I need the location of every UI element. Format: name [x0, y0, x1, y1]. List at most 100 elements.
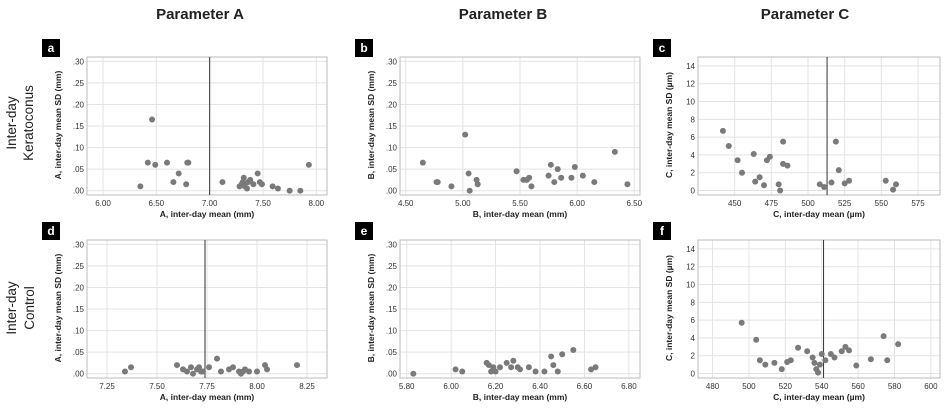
data-point: [880, 333, 887, 340]
y-tick-label: .25: [386, 79, 398, 88]
data-point: [526, 174, 533, 181]
column-header-c: Parameter C: [760, 6, 850, 23]
data-point: [164, 159, 170, 166]
data-point: [274, 185, 281, 192]
data-point: [190, 370, 196, 377]
x-tick-label: 6.50: [149, 199, 165, 208]
data-point: [152, 161, 159, 168]
data-point: [750, 151, 757, 158]
data-point: [305, 161, 312, 168]
data-point: [517, 366, 523, 373]
data-point: [867, 356, 874, 363]
data-point: [286, 187, 293, 194]
y-tick-label: 2: [691, 169, 696, 178]
x-tick-label: 480: [706, 382, 720, 391]
x-tick-label: 540: [815, 382, 829, 391]
data-point: [846, 177, 853, 184]
x-axis-label: A, inter-day mean (mm): [159, 209, 255, 219]
y-tick-label: .15: [73, 122, 85, 131]
data-point: [184, 368, 190, 375]
x-axis-label: C, inter-day mean (µm): [773, 209, 865, 219]
y-tick-label: .30: [386, 57, 398, 66]
data-point: [264, 366, 270, 373]
data-point: [558, 174, 565, 181]
scatter-plot-a: 6.00 6.50 7.00 7.50 8.00 .00 .05 .10 .15 .20 .25 .3…: [73, 56, 328, 208]
x-tick-label: 8.00: [249, 382, 265, 391]
row-header-line2: Keratoconus: [21, 85, 36, 161]
y-tick-label: .05: [386, 165, 398, 174]
data-point: [219, 179, 226, 186]
data-point: [462, 131, 469, 138]
data-point: [149, 116, 156, 123]
data-point: [624, 181, 631, 188]
y-tick-label: .10: [73, 144, 85, 153]
data-point: [188, 364, 194, 371]
data-point: [474, 181, 481, 188]
x-axis-label: C, inter-day mean (µm): [773, 392, 865, 402]
data-point: [230, 364, 236, 371]
data-point: [550, 362, 557, 369]
data-point: [895, 341, 902, 348]
data-point: [503, 359, 510, 366]
y-tick-label: 12: [686, 80, 695, 89]
data-point: [258, 181, 265, 188]
data-point: [175, 170, 182, 177]
x-axis-label: A, inter-day mean (mm): [159, 392, 255, 402]
panel-label-e: e: [355, 222, 373, 240]
data-point: [777, 187, 784, 194]
data-point: [294, 362, 300, 369]
data-point: [832, 138, 839, 145]
y-axis-label: C, inter-day mean SD (µm): [664, 72, 674, 178]
scatter-plot-d: 7.25 7.50 7.75 8.00 8.25 .00 .05 .10 .15 .20 .25 .3…: [73, 239, 328, 391]
data-point: [183, 181, 190, 188]
data-point: [756, 174, 763, 181]
x-tick-label: 575: [911, 199, 925, 208]
data-point: [739, 169, 745, 176]
data-point: [841, 180, 848, 187]
data-point: [588, 366, 595, 373]
y-tick-label: 4: [691, 334, 696, 343]
x-tick-label: 450: [728, 199, 742, 208]
data-point: [884, 357, 891, 364]
y-tick-label: .00: [386, 370, 398, 379]
data-point: [548, 353, 555, 360]
data-point: [816, 181, 823, 188]
panel-label-d: d: [42, 222, 60, 240]
scatter-plot-c: 450 475 500 525 550 575 0 2 4 6 8 10 12 14: [686, 56, 941, 208]
panel-label-a: a: [42, 39, 60, 57]
y-tick-label: .15: [386, 122, 398, 131]
y-axis-label: C, inter-day mean SD (µm): [664, 255, 674, 361]
x-tick-label: 550: [875, 199, 889, 208]
y-tick-label: .20: [386, 100, 398, 109]
y-axis-label: A, inter-day mean SD (mm): [53, 70, 63, 180]
data-point: [547, 161, 554, 168]
x-tick-label: 500: [801, 199, 815, 208]
data-point: [206, 364, 212, 371]
row-header-line1: Inter-day: [4, 96, 19, 150]
data-point: [838, 348, 845, 355]
x-tick-label: 6.00: [443, 382, 459, 391]
x-tick-label: 475: [765, 199, 779, 208]
y-tick-label: .15: [73, 305, 85, 314]
data-point: [725, 143, 732, 150]
data-point: [218, 368, 224, 375]
plot-frame: [86, 239, 328, 379]
y-tick-label: 0: [691, 187, 696, 196]
y-tick-label: 2: [691, 352, 696, 361]
data-point: [144, 159, 151, 166]
y-tick-label: .20: [73, 283, 85, 292]
data-point: [541, 368, 548, 375]
y-tick-label: .15: [386, 305, 398, 314]
data-point: [568, 174, 575, 181]
data-point: [787, 357, 794, 364]
x-tick-label: 8.25: [299, 382, 315, 391]
data-point: [246, 368, 252, 375]
x-tick-label: 4.50: [398, 199, 414, 208]
x-tick-label: 560: [851, 382, 865, 391]
data-point: [828, 179, 835, 186]
y-tick-label: .30: [73, 57, 85, 66]
y-axis-label: B, inter-day mean SD (mm): [366, 70, 376, 180]
plot-frame: [697, 56, 941, 196]
data-point: [525, 364, 532, 371]
row-header-control: Inter-day Control: [2, 255, 37, 365]
